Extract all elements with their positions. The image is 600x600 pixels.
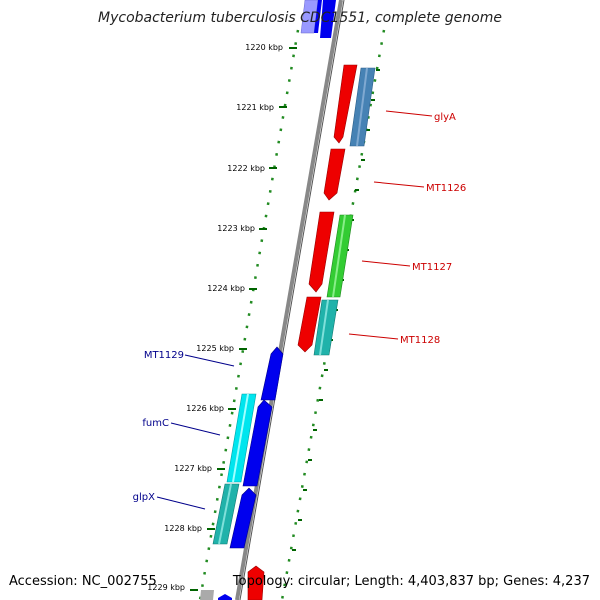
svg-text:1221 kbp: 1221 kbp [236,103,274,112]
svg-text:1222 kbp: 1222 kbp [227,164,265,173]
reverse-label-leaders [156,354,235,510]
tick-1222: 1222 kbp [227,164,277,173]
tick-1228: 1228 kbp [164,524,215,533]
gene-MT1128-teal [313,299,339,356]
gene-MT1129 [260,346,284,401]
gene-label-fumC: fumC [142,418,169,429]
gene-glyA-red [333,64,358,144]
svg-text:1227 kbp: 1227 kbp [174,464,212,473]
gene-label-MT1127: MT1127 [412,262,452,273]
gene-label-MT1129: MT1129 [144,350,184,361]
tick-1229: 1229 kbp [147,583,198,592]
gene-fumC-cyan [226,393,257,483]
forward-label-leaders [348,110,433,340]
left-dotted-bound [198,29,300,600]
gene-MT1128-red [297,296,322,353]
map-title: Mycobacterium tuberculosis CDC1551, comp… [98,10,502,26]
gene-glpX-teal [212,483,240,545]
tick-1225: 1225 kbp [196,344,247,353]
svg-text:1224 kbp: 1224 kbp [207,284,245,293]
svg-text:1228 kbp: 1228 kbp [164,524,202,533]
svg-text:1226 kbp: 1226 kbp [186,404,224,413]
tick-1223: 1223 kbp [217,224,267,233]
tick-1226: 1226 kbp [186,404,236,413]
accession-text: Accession: NC_002755 [9,574,157,589]
gene-label-glpX: glpX [133,492,155,503]
tick-1227: 1227 kbp [174,464,225,473]
svg-text:1220 kbp: 1220 kbp [245,43,283,52]
gene-glpX-blue [229,487,257,549]
svg-text:1225 kbp: 1225 kbp [196,344,234,353]
backbone-shadow [239,0,345,600]
tick-1224: 1224 kbp [207,284,257,293]
gene-fumC-blue [242,399,273,487]
top-partial-genes [300,0,336,38]
gene-label-glyA: glyA [434,112,456,123]
gene-MT1127-green [326,214,354,298]
gene-label-MT1126: MT1126 [426,183,466,194]
gene-label-MT1128: MT1128 [400,335,440,346]
svg-text:1229 kbp: 1229 kbp [147,583,185,592]
bottom-partial-genes [200,565,265,600]
svg-text:1223 kbp: 1223 kbp [217,224,255,233]
gene-glyA-blue [349,67,376,147]
tick-1221: 1221 kbp [236,103,287,112]
genome-summary-text: Topology: circular; Length: 4,403,837 bp… [232,574,590,589]
gene-MT1126 [323,148,346,201]
gene-MT1127-red [308,211,335,293]
tick-1220: 1220 kbp [245,43,297,52]
